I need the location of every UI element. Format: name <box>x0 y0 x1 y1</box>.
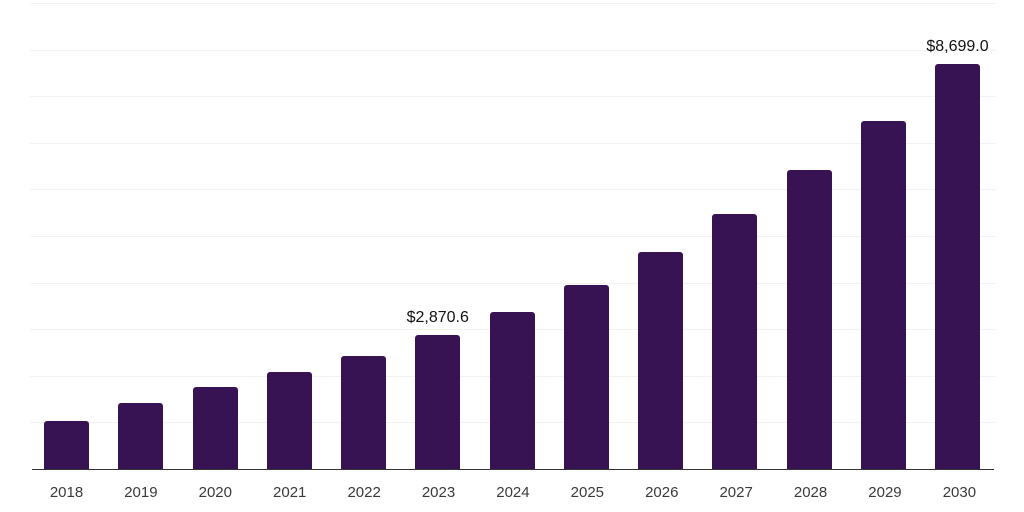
bar-2024[interactable] <box>489 312 535 469</box>
bar-slot-2023: $2,870.6 <box>407 3 469 469</box>
data-label-2030: $8,699.0 <box>926 37 989 55</box>
x-tick-2026: 2026 <box>645 484 679 501</box>
x-axis: 2018 2019 2020 2021 2022 2023 2024 2025 2026 2027… <box>44 484 982 501</box>
bar-slot-2027 <box>712 3 758 469</box>
bar-2021[interactable] <box>266 372 312 469</box>
bar-2027[interactable] <box>712 214 758 469</box>
bar-slot-2024 <box>489 3 535 469</box>
gridline-6000 <box>30 189 996 191</box>
x-tick-2019: 2019 <box>124 484 158 501</box>
bar-slot-2020 <box>192 3 238 469</box>
bar-slot-2018 <box>44 3 89 469</box>
bar-2028[interactable] <box>786 170 832 469</box>
bar-slot-2026 <box>638 3 683 469</box>
bar-slot-2025 <box>563 3 609 469</box>
bar-slot-2030: $8,699.0 <box>926 3 989 469</box>
bar-2018[interactable] <box>44 421 89 469</box>
x-tick-2025: 2025 <box>570 484 605 501</box>
bar-slot-2022 <box>341 3 386 469</box>
bar-slot-2021 <box>266 3 312 469</box>
bars: $2,870.6 $8,699.0 <box>44 3 989 469</box>
x-tick-2027: 2027 <box>719 484 753 501</box>
x-tick-2029: 2029 <box>868 484 902 501</box>
x-tick-2020: 2020 <box>198 484 232 501</box>
bar-2025[interactable] <box>563 284 609 469</box>
gridline-10000 <box>30 3 996 4</box>
x-tick-2021: 2021 <box>273 484 307 501</box>
gridline-9000 <box>30 49 996 51</box>
bar-2029[interactable] <box>860 120 906 469</box>
x-tick-2018: 2018 <box>49 484 84 501</box>
gridline-4000 <box>30 282 996 284</box>
bar-slot-2028 <box>786 3 832 469</box>
bar-2019[interactable] <box>118 402 164 469</box>
x-tick-2023: 2023 <box>421 484 456 501</box>
gridline-8000 <box>30 96 996 98</box>
bar-2020[interactable] <box>192 386 238 469</box>
bar-2030[interactable] <box>935 63 980 469</box>
x-tick-2024: 2024 <box>496 484 530 501</box>
x-tick-2030: 2030 <box>942 484 977 501</box>
x-tick-2022: 2022 <box>347 484 381 501</box>
bar-2022[interactable] <box>341 356 386 469</box>
bar-2023[interactable] <box>415 335 461 469</box>
x-tick-2028: 2028 <box>793 484 828 501</box>
gridline-7000 <box>30 142 996 144</box>
bar-2026[interactable] <box>638 251 683 469</box>
bar-slot-2019 <box>118 3 164 469</box>
plot-area: $2,870.6 $8,699.0 <box>30 3 996 470</box>
data-label-2023: $2,870.6 <box>406 309 469 327</box>
bar-slot-2029 <box>860 3 906 469</box>
gridline-5000 <box>30 236 996 237</box>
